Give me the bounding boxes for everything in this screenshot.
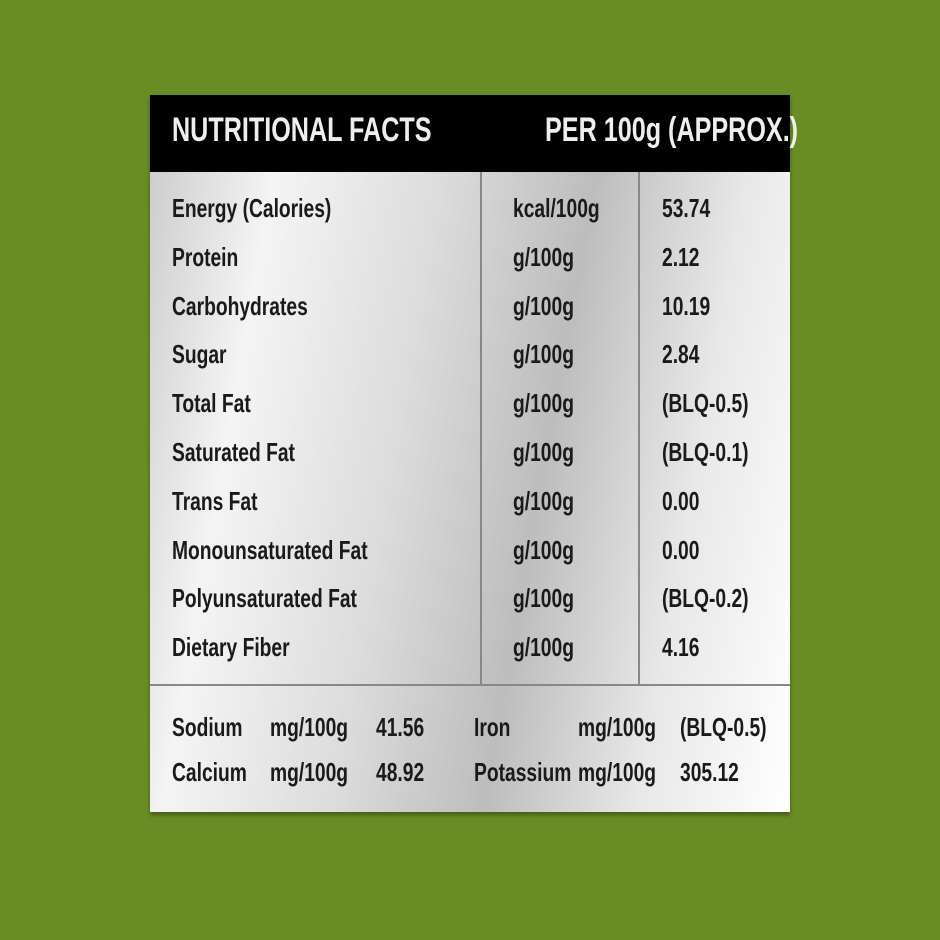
nutrient-name: Protein [172, 241, 239, 272]
nutrient-unit: g/100g [513, 339, 574, 370]
nutrient-value: 2.84 [662, 339, 700, 370]
nutrient-name: Polyunsaturated Fat [172, 583, 357, 614]
nutrient-value: (BLQ-0.2) [662, 583, 749, 614]
nutrient-value: 10.19 [662, 290, 711, 321]
nutrient-name: Total Fat [172, 388, 251, 419]
header-title: NUTRITIONAL FACTS [172, 111, 432, 149]
mineral-unit: mg/100g [270, 757, 349, 787]
header-subtitle: PER 100g (APPROX.) [545, 111, 799, 149]
nutrient-value: 0.00 [662, 534, 700, 565]
mineral-name: Calcium [172, 757, 247, 787]
mineral-unit: mg/100g [578, 712, 657, 742]
mineral-value: 41.56 [376, 712, 425, 742]
mineral-name: Iron [474, 712, 511, 742]
nutrient-name: Monounsaturated Fat [172, 534, 368, 565]
column-divider [480, 172, 482, 685]
column-divider [638, 172, 640, 685]
nutrient-unit: g/100g [513, 583, 574, 614]
nutrient-name: Energy (Calories) [172, 193, 332, 223]
mineral-value: (BLQ-0.5) [680, 712, 767, 742]
nutrient-unit: g/100g [513, 485, 574, 516]
nutrient-value: (BLQ-0.5) [662, 388, 749, 419]
mineral-name: Sodium [172, 712, 243, 742]
header-bar [150, 95, 790, 172]
nutrient-unit: g/100g [513, 632, 574, 663]
mineral-unit: mg/100g [270, 712, 349, 742]
nutrient-value: 53.74 [662, 193, 711, 223]
mineral-value: 48.92 [376, 757, 425, 787]
section-divider [150, 684, 790, 686]
nutrient-unit: kcal/100g [513, 193, 600, 223]
nutrient-unit: g/100g [513, 241, 574, 272]
nutrition-card: NUTRITIONAL FACTS PER 100g (APPROX.) Ene… [150, 95, 798, 812]
nutrient-unit: g/100g [513, 290, 574, 321]
nutrient-value: (BLQ-0.1) [662, 437, 749, 467]
nutrient-unit: g/100g [513, 388, 574, 419]
nutrient-value: 2.12 [662, 241, 700, 272]
nutrient-value: 4.16 [662, 632, 700, 663]
mineral-name: Potassium [474, 757, 572, 787]
mineral-value: 305.12 [680, 757, 739, 787]
nutrient-value: 0.00 [662, 485, 700, 516]
nutrient-unit: g/100g [513, 437, 574, 467]
nutrient-name: Dietary Fiber [172, 632, 290, 663]
nutrient-unit: g/100g [513, 534, 574, 565]
nutrient-name: Carbohydrates [172, 290, 308, 321]
nutrient-name: Trans Fat [172, 485, 258, 516]
nutrient-name: Saturated Fat [172, 437, 295, 467]
mineral-unit: mg/100g [578, 757, 657, 787]
nutrient-name: Sugar [172, 339, 227, 370]
